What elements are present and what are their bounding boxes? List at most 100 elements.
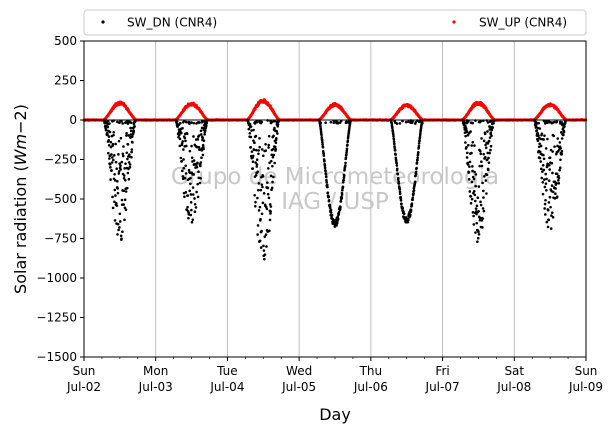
sw-dn-point (113, 200, 116, 204)
sw-dn-point (542, 178, 546, 181)
sw-dn-point (183, 136, 187, 140)
sw-up-point (124, 104, 128, 108)
sw-dn-point (184, 120, 188, 124)
sw-dn-point (491, 126, 495, 129)
sw-dn-point (273, 126, 276, 130)
sw-dn-point (546, 225, 550, 229)
sw-dn-point (473, 199, 477, 203)
sw-dn-point (110, 161, 114, 164)
sw-dn-point (480, 160, 483, 163)
sw-dn-point (187, 216, 190, 220)
watermark-line-2: IAG / USP (281, 189, 389, 215)
sw-dn-point (558, 141, 562, 144)
sw-dn-point (125, 186, 129, 190)
sw-dn-point (411, 198, 414, 202)
sw-dn-point (259, 188, 263, 192)
sw-dn-point (270, 186, 274, 190)
sw-dn-point (465, 121, 468, 125)
sw-dn-point (395, 161, 398, 165)
sw-dn-point (187, 168, 191, 172)
sw-dn-point (258, 145, 262, 149)
sw-dn-point (536, 131, 540, 135)
sw-dn-point (415, 166, 418, 170)
sw-dn-point (197, 134, 201, 137)
sw-dn-point (470, 144, 473, 147)
sw-dn-point (486, 130, 489, 133)
sw-dn-point (558, 168, 561, 172)
sw-dn-point (323, 159, 326, 163)
sw-dn-point (195, 163, 198, 167)
sw-dn-point (328, 203, 332, 207)
sw-dn-point (201, 136, 205, 140)
sw-dn-point (335, 224, 338, 227)
sw-dn-point (469, 201, 473, 205)
sw-dn-point (265, 245, 268, 248)
sw-dn-point (417, 141, 421, 145)
sw-dn-point (178, 137, 182, 141)
sw-dn-point (129, 126, 132, 130)
sw-dn-point (472, 189, 476, 193)
sw-dn-point (197, 170, 200, 173)
sw-dn-point (555, 120, 558, 124)
sw-dn-point (549, 205, 552, 209)
x-tick-label-date: Jul-07 (425, 380, 460, 394)
sw-dn-point (541, 192, 545, 196)
sw-dn-point (257, 209, 261, 212)
sw-dn-point (119, 164, 122, 168)
sw-dn-point (255, 165, 259, 168)
sw-dn-point (541, 170, 544, 173)
sw-dn-point (340, 193, 344, 196)
sw-dn-point (395, 164, 399, 167)
sw-dn-point (547, 201, 551, 204)
sw-dn-point (109, 166, 112, 169)
sw-dn-point (118, 212, 122, 216)
sw-dn-point (470, 151, 473, 155)
sw-dn-point (398, 188, 402, 191)
x-tick-label-day: Wed (286, 364, 312, 378)
sw-dn-point (409, 208, 413, 212)
sw-dn-point (108, 122, 111, 125)
sw-dn-point (254, 200, 257, 204)
y-tick-label: −500 (44, 192, 77, 206)
sw-dn-point (179, 131, 183, 135)
sw-dn-point (324, 175, 328, 179)
sw-dn-point (274, 141, 278, 144)
y-tick-label: −1250 (36, 311, 77, 325)
sw-dn-point (478, 216, 482, 220)
sw-dn-point (263, 253, 267, 256)
sw-dn-point (127, 161, 131, 164)
sw-dn-point (473, 193, 477, 197)
sw-dn-point (112, 133, 115, 137)
sw-dn-point (559, 147, 562, 150)
sw-dn-point (271, 180, 274, 184)
sw-dn-point (548, 163, 551, 167)
sw-dn-point (345, 153, 348, 156)
sw-dn-point (198, 181, 202, 185)
sw-dn-point (182, 148, 185, 151)
sw-dn-point (111, 142, 115, 146)
sw-dn-point (113, 219, 117, 222)
sw-dn-point (118, 162, 121, 165)
sw-dn-point (540, 176, 544, 180)
sw-dn-point (275, 136, 278, 140)
sw-dn-point (266, 192, 270, 196)
legend-marker-sw-up (452, 20, 456, 24)
x-tick-label-day: Sun (575, 364, 598, 378)
sw-dn-point (485, 173, 489, 177)
x-tick-label-date: Jul-03 (138, 380, 173, 394)
sw-dn-point (464, 134, 467, 138)
sw-dn-point (544, 198, 547, 202)
y-tick-label: 0 (69, 113, 77, 127)
sw-dn-point (394, 159, 398, 162)
sw-dn-point (558, 166, 562, 170)
sw-dn-point (190, 208, 193, 212)
x-tick-label-day: Tue (216, 364, 238, 378)
sw-dn-point (199, 133, 203, 136)
legend-box (83, 9, 587, 36)
sw-dn-point (124, 178, 127, 182)
sw-dn-point (407, 120, 410, 123)
sw-dn-point (476, 196, 480, 200)
sw-up-point (112, 107, 115, 110)
sw-dn-point (130, 148, 134, 151)
sw-dn-point (545, 220, 549, 224)
